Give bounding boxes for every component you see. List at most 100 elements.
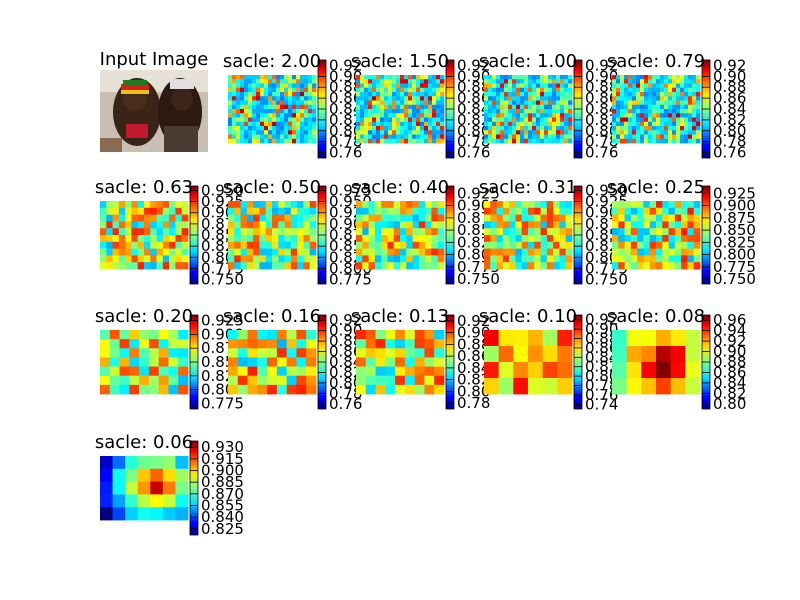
heatmap-cell <box>504 83 509 89</box>
heatmap-cell <box>296 366 307 377</box>
heatmap-cell <box>641 378 657 395</box>
heatmap-cell <box>244 79 249 84</box>
heatmap-cell <box>696 138 701 144</box>
heatmap-cell <box>520 138 525 144</box>
heatmap-cell <box>556 79 561 84</box>
heatmap-cell <box>288 83 293 89</box>
heatmap-cell <box>385 348 396 358</box>
heatmap-cell <box>496 228 504 236</box>
heatmap-cell <box>109 357 120 367</box>
heatmap-cell <box>276 126 281 131</box>
heatmap-cell <box>496 96 501 101</box>
heatmap-cell <box>626 362 642 379</box>
heatmap-cell <box>264 138 269 144</box>
heatmap-cell <box>440 96 445 101</box>
heatmap-cell <box>308 134 313 140</box>
heatmap-cell <box>687 255 695 263</box>
heatmap-cell <box>524 75 529 80</box>
heatmap-cell <box>516 104 521 110</box>
heatmap-cell <box>137 201 145 209</box>
heatmap-cell <box>304 87 309 93</box>
heatmap-cell <box>652 109 657 114</box>
heatmap-cell <box>568 87 573 93</box>
heatmap-cell <box>624 104 629 110</box>
heatmap-cell <box>264 87 269 93</box>
heatmap-cell <box>109 375 120 386</box>
heatmap-cell <box>672 100 677 106</box>
heatmap-cell <box>396 92 401 97</box>
heatmap-cell <box>296 87 301 93</box>
heatmap-cell <box>490 214 497 222</box>
heatmap-cell <box>680 109 685 114</box>
heatmap-cell <box>696 130 701 135</box>
heatmap-cell <box>256 92 261 97</box>
heatmap-cell <box>630 255 638 263</box>
heatmap-cell <box>232 83 237 89</box>
heatmap-cell <box>556 126 561 131</box>
heatmap-cell <box>656 83 661 89</box>
heatmap-cell <box>425 255 432 263</box>
heatmap-cell <box>106 228 113 236</box>
heatmap-cell <box>616 79 621 84</box>
heatmap-cell <box>288 134 293 140</box>
heatmap-cell <box>181 248 189 256</box>
heatmap-cell <box>393 214 401 222</box>
heatmap-cell <box>278 201 285 209</box>
heatmap-cell <box>688 138 693 144</box>
heatmap-cell <box>532 126 537 131</box>
heatmap-cell <box>624 109 629 114</box>
heatmap-cell <box>559 228 567 236</box>
heatmap-cell <box>276 113 281 118</box>
heatmap-cell <box>356 339 367 349</box>
heatmap-cell <box>440 83 445 89</box>
heatmap-cell <box>228 375 239 386</box>
heatmap-cell <box>425 235 432 243</box>
heatmap-cell <box>240 113 245 118</box>
heatmap-cell <box>304 104 309 110</box>
heatmap-cell <box>688 134 693 140</box>
heatmap-cell <box>612 113 617 118</box>
heatmap-cell <box>536 92 541 97</box>
heatmap-cell <box>309 235 317 243</box>
heatmap-cell <box>424 113 429 118</box>
heatmap-cell <box>484 100 489 106</box>
heatmap-cell <box>368 100 373 106</box>
colorbar-tick-label: 0.90 <box>457 324 490 342</box>
heatmap-cell <box>436 121 441 127</box>
heatmap-cell <box>484 130 489 135</box>
heatmap-cell <box>362 214 369 222</box>
heatmap-cell <box>248 117 253 123</box>
heatmap-cell <box>528 126 533 131</box>
heatmap-cell <box>628 126 633 131</box>
colorbar-tick-label: 0.94 <box>713 322 746 340</box>
heatmap-cell <box>232 96 237 101</box>
heatmap-cell <box>564 96 569 101</box>
heatmap-cell <box>312 96 317 101</box>
heatmap-cell <box>556 121 561 127</box>
heatmap-cell <box>498 378 514 395</box>
heatmap-cell <box>565 235 573 243</box>
heatmap-cell <box>484 83 489 89</box>
heatmap-cell <box>540 138 545 144</box>
heatmap-cell <box>502 207 510 215</box>
heatmap-cell <box>502 248 510 256</box>
heatmap-cell <box>432 92 437 97</box>
heatmap-cell <box>414 366 425 377</box>
heatmap-cell <box>536 134 541 140</box>
heatmap-cell <box>502 201 510 209</box>
heatmap-cell <box>624 87 629 93</box>
heatmap-cell <box>565 241 573 249</box>
heatmap-cell <box>268 75 273 80</box>
heatmap-cell <box>288 113 293 118</box>
heatmap-cell <box>544 117 549 123</box>
heatmap-cell <box>676 104 681 110</box>
colorbar-tick-label: 0.90 <box>585 320 618 338</box>
heatmap-cell <box>559 201 567 209</box>
heatmap-cell <box>412 79 417 84</box>
heatmap-cell <box>156 228 164 236</box>
colorbar-tick-label: 0.800 <box>713 246 756 264</box>
heatmap-cell <box>368 104 373 110</box>
saliency-heatmap <box>228 330 317 395</box>
heatmap-cell <box>528 201 535 209</box>
heatmap-cell <box>515 235 523 243</box>
